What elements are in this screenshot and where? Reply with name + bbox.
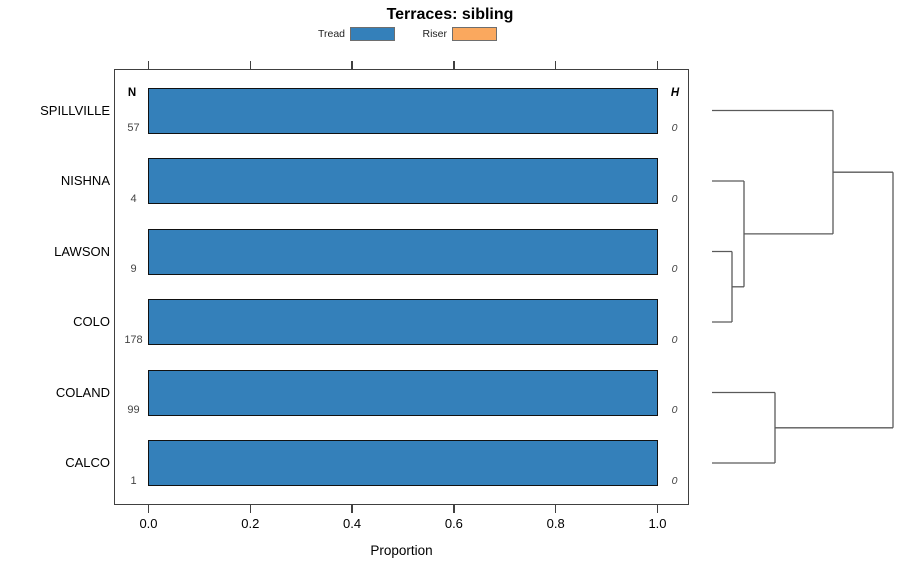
x-tick	[351, 61, 353, 69]
bar-segment-tread	[147, 299, 659, 345]
tread-swatch-icon	[350, 27, 395, 41]
h-value: 0	[671, 122, 678, 134]
bar-segment-tread	[147, 440, 659, 486]
n-column-header: N	[127, 86, 137, 99]
x-tick	[351, 505, 353, 513]
h-value: 0	[671, 333, 678, 346]
n-value: 9	[130, 263, 137, 275]
category-label: LAWSON	[54, 243, 110, 259]
h-value: 0	[671, 192, 678, 205]
x-axis-label: Proportion	[370, 543, 433, 558]
x-tick	[555, 61, 557, 69]
category-label: CALCO	[65, 455, 110, 470]
x-tick	[453, 61, 455, 69]
n-value: 1	[130, 474, 137, 487]
x-tick-label: 0.8	[546, 516, 565, 531]
category-label: SPILLVILLE	[40, 102, 110, 118]
n-value: 178	[124, 333, 143, 346]
chart-title: Terraces: sibling	[386, 6, 514, 23]
x-tick	[656, 505, 659, 513]
x-tick	[147, 61, 150, 69]
x-tick-label: 1.0	[648, 516, 667, 531]
legend-label-riser: Riser	[422, 28, 447, 40]
h-value: 0	[671, 263, 678, 275]
x-tick-label: 0.0	[139, 516, 158, 531]
x-tick	[147, 505, 150, 513]
x-tick-label: 0.4	[343, 516, 362, 531]
n-value: 99	[127, 404, 140, 416]
bar-segment-tread	[147, 369, 659, 416]
plot-area	[114, 69, 689, 505]
h-value: 0	[671, 404, 678, 416]
h-column-header: H	[670, 86, 680, 99]
legend-label-tread: Tread	[317, 28, 345, 40]
x-tick	[453, 505, 455, 513]
bar-segment-tread	[147, 228, 659, 275]
x-tick	[656, 61, 659, 69]
x-tick	[249, 61, 251, 69]
category-label: NISHNA	[60, 173, 110, 188]
x-tick	[555, 505, 557, 513]
bar-segment-tread	[147, 158, 659, 204]
bar-segment-tread	[147, 87, 659, 134]
n-value: 4	[130, 192, 137, 205]
riser-swatch-icon	[452, 27, 497, 41]
category-label: COLAND	[55, 384, 110, 400]
x-tick-label: 0.2	[241, 516, 260, 531]
x-tick-label: 0.6	[444, 516, 463, 531]
h-value: 0	[671, 474, 678, 487]
x-tick	[249, 505, 251, 513]
category-label: COLO	[73, 314, 110, 329]
n-value: 57	[127, 122, 140, 134]
